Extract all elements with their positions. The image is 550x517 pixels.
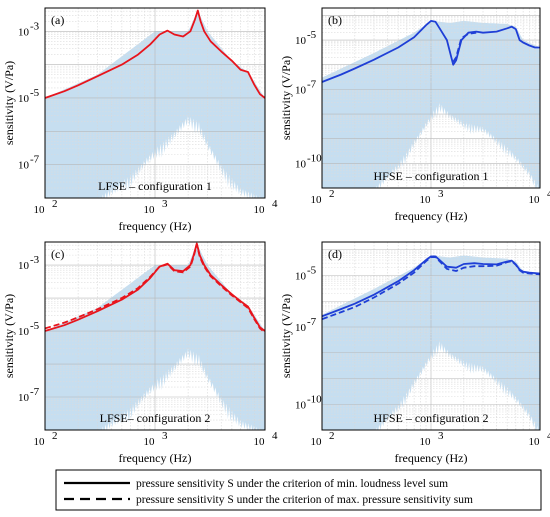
grid [45, 8, 265, 198]
series-dashed [322, 256, 540, 321]
x-tick-label: 10 [311, 436, 323, 448]
legend-box [55, 469, 542, 511]
x-tick-exponent: 4 [547, 430, 550, 442]
panel-label: (a) [51, 13, 64, 27]
x-tick-label: 10 [144, 204, 156, 216]
x-axis-label: frequency (Hz) [119, 219, 192, 233]
x-axis-label: frequency (Hz) [395, 209, 468, 223]
y-tick-exponent: -7 [307, 78, 317, 90]
x-tick-exponent: 3 [162, 430, 168, 442]
x-tick-label: 10 [529, 194, 541, 206]
y-tick-label: 10 [18, 26, 30, 38]
plot-frame [44, 7, 266, 199]
y-tick-label: 10 [18, 160, 30, 172]
x-tick-label: 10 [420, 436, 432, 448]
y-tick-label: 10 [295, 84, 307, 96]
plot-frame [44, 241, 266, 431]
y-tick-exponent: -5 [307, 265, 317, 277]
grid [45, 242, 265, 430]
y-tick-exponent: -7 [307, 316, 317, 328]
x-tick-exponent: 3 [162, 198, 168, 210]
y-tick-label: 10 [18, 326, 30, 338]
y-tick-exponent: -7 [30, 154, 40, 166]
y-tick-exponent: -5 [30, 320, 40, 332]
y-axis-label: sensitivity (V/Pa) [2, 294, 16, 378]
series-dashed [452, 31, 477, 63]
y-tick-label: 10 [295, 35, 307, 47]
x-tick-label: 10 [34, 204, 46, 216]
y-tick-label: 10 [18, 392, 30, 404]
y-tick-label: 10 [295, 271, 307, 283]
y-tick-exponent: -10 [307, 393, 322, 405]
grid [322, 242, 540, 430]
y-tick-label: 10 [295, 322, 307, 334]
grid [322, 8, 540, 188]
x-tick-exponent: 3 [438, 430, 444, 442]
x-tick-exponent: 2 [329, 430, 335, 442]
legend-entry-solid: pressure sensitivity S under the criteri… [136, 478, 448, 490]
x-tick-exponent: 2 [329, 188, 335, 200]
x-tick-label: 10 [144, 436, 156, 448]
y-axis-label: sensitivity (V/Pa) [279, 294, 293, 378]
plot-frame [321, 7, 541, 189]
x-tick-label: 10 [311, 194, 323, 206]
x-tick-exponent: 2 [52, 198, 58, 210]
legend: pressure sensitivity S under the criteri… [55, 469, 542, 511]
y-tick-label: 10 [295, 158, 307, 170]
x-tick-label: 10 [254, 436, 266, 448]
y-tick-exponent: -3 [30, 20, 40, 32]
x-tick-exponent: 4 [547, 188, 550, 200]
plot-frame [321, 241, 541, 431]
series-solid [45, 9, 265, 99]
y-tick-label: 10 [18, 93, 30, 105]
y-tick-exponent: -5 [30, 87, 40, 99]
x-tick-exponent: 3 [438, 188, 444, 200]
y-tick-exponent: -7 [30, 386, 40, 398]
x-axis-label: frequency (Hz) [395, 451, 468, 465]
y-tick-exponent: -10 [307, 152, 322, 164]
panel-annotation: HFSE – configuration 1 [374, 169, 489, 183]
panel-annotation: LFSE – configuration 1 [98, 179, 212, 193]
x-axis-label: frequency (Hz) [119, 451, 192, 465]
series-dashed [45, 243, 265, 334]
y-tick-label: 10 [295, 399, 307, 411]
y-axis-label: sensitivity (V/Pa) [279, 56, 293, 140]
y-tick-label: 10 [18, 260, 30, 272]
x-tick-label: 10 [420, 194, 432, 206]
x-tick-label: 10 [34, 436, 46, 448]
y-tick-exponent: -3 [30, 254, 40, 266]
x-tick-exponent: 2 [52, 430, 58, 442]
panel-annotation: LFSE– configuration 2 [100, 411, 211, 425]
panel-label: (c) [51, 247, 64, 261]
y-tick-exponent: -5 [307, 29, 317, 41]
x-tick-label: 10 [529, 436, 541, 448]
x-tick-exponent: 4 [272, 198, 278, 210]
panel-annotation: HFSE – configuration 2 [374, 411, 489, 425]
x-tick-exponent: 4 [272, 430, 278, 442]
legend-entry-dashed: pressure sensitivity S under the criteri… [136, 494, 473, 506]
panel-label: (b) [328, 13, 342, 27]
x-tick-label: 10 [254, 204, 266, 216]
y-axis-label: sensitivity (V/Pa) [2, 61, 16, 145]
panel-label: (d) [328, 247, 342, 261]
